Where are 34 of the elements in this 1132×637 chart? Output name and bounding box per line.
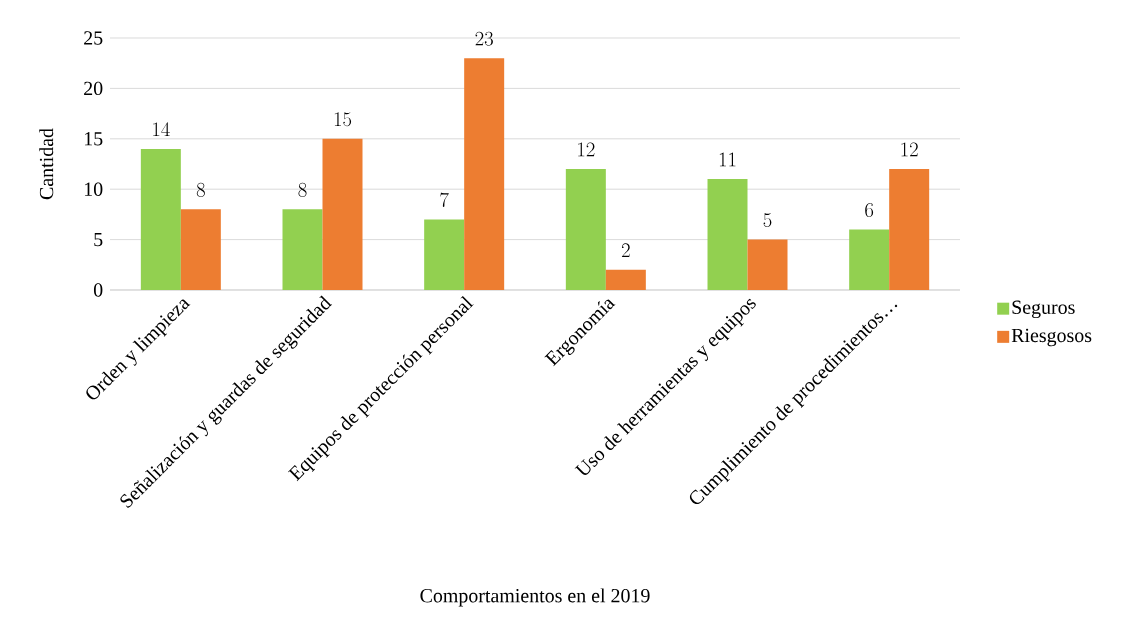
- legend-label: Seguros: [1012, 300, 1075, 319]
- bar: [282, 209, 323, 290]
- y-tick-label: 5: [94, 232, 103, 247]
- data-label: 14: [153, 122, 170, 137]
- data-label: 2: [621, 243, 630, 257]
- bar: [464, 58, 505, 290]
- data-label: 8: [298, 182, 307, 197]
- legend-label: Riesgosos: [1011, 328, 1092, 347]
- data-label: 8: [196, 182, 205, 197]
- data-label: 12: [578, 142, 595, 157]
- y-tick-label: 15: [84, 132, 103, 146]
- bar: [322, 138, 363, 290]
- data-label: 11: [719, 152, 736, 167]
- x-axis-title: Comportamientos en el 2019: [420, 588, 650, 607]
- y-axis-title: Cantidad: [39, 128, 54, 200]
- bar: [889, 169, 930, 290]
- data-label: 12: [901, 142, 918, 157]
- bar: [424, 219, 465, 290]
- bar: [605, 269, 646, 290]
- y-tick-label: 0: [93, 283, 103, 297]
- y-tick-label: 20: [84, 81, 103, 96]
- y-tick-label: 10: [84, 182, 103, 196]
- bar: [849, 229, 890, 290]
- data-label: 7: [440, 192, 449, 207]
- bar: [140, 148, 181, 290]
- bar: [747, 239, 788, 290]
- data-label: 5: [763, 213, 772, 228]
- y-tick-label: 25: [84, 31, 103, 45]
- bar: [565, 169, 606, 290]
- bar: [180, 209, 221, 290]
- bar: [707, 179, 748, 290]
- data-label: 15: [334, 112, 352, 127]
- data-label: 23: [475, 31, 493, 46]
- data-label: 6: [865, 203, 874, 218]
